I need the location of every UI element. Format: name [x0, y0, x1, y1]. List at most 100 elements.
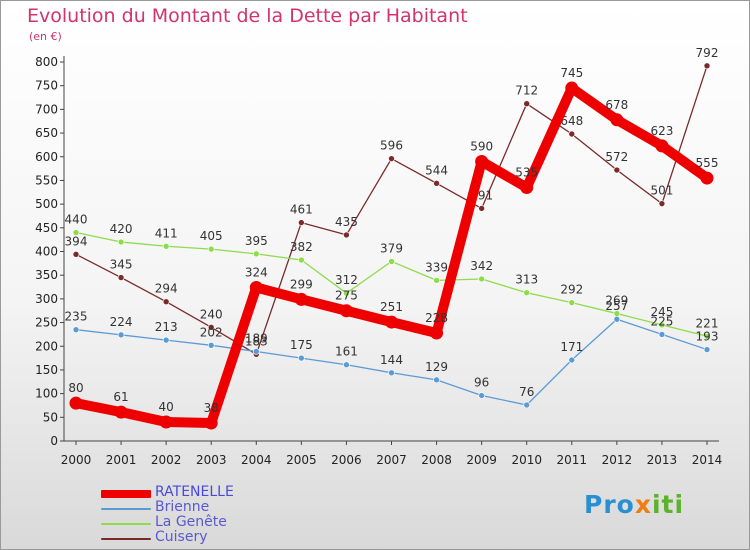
data-point [343, 361, 350, 369]
data-point [523, 289, 531, 297]
data-point [565, 81, 579, 95]
data-label: 745 [560, 66, 583, 80]
data-label: 440 [65, 213, 88, 227]
data-label: 420 [110, 222, 133, 236]
data-label: 712 [515, 84, 538, 98]
data-label: 275 [335, 289, 358, 303]
data-label: 792 [696, 46, 719, 60]
data-label: 405 [200, 229, 223, 243]
data-label: 40 [159, 400, 174, 414]
data-label: 544 [425, 163, 448, 177]
data-point [117, 274, 125, 281]
x-tick-label: 2008 [421, 453, 452, 467]
data-point [520, 181, 534, 195]
data-point [475, 154, 489, 168]
legend-label: La Genête [155, 514, 227, 530]
data-point [658, 331, 666, 338]
data-point [703, 346, 711, 353]
x-tick-label: 2005 [286, 453, 317, 467]
data-point [207, 245, 215, 253]
data-point [610, 113, 624, 127]
data-point [69, 396, 83, 410]
data-point [388, 258, 395, 265]
logo-part-2: x [634, 490, 652, 519]
x-tick-label: 2001 [106, 453, 137, 467]
data-point [478, 205, 485, 212]
data-label: 535 [515, 166, 538, 180]
x-tick-label: 2004 [241, 453, 272, 467]
y-tick-label: 250 [35, 316, 58, 330]
data-point [433, 376, 440, 384]
data-label: 312 [335, 273, 358, 287]
y-tick-label: 800 [35, 55, 58, 69]
data-label: 648 [560, 114, 583, 128]
data-label: 202 [200, 325, 223, 339]
data-label: 394 [65, 234, 88, 248]
data-label: 76 [519, 385, 534, 399]
data-label: 292 [560, 283, 583, 297]
data-label: 461 [290, 203, 313, 217]
data-label: 161 [335, 345, 358, 359]
data-point [298, 354, 305, 362]
x-tick-label: 2000 [61, 453, 92, 467]
data-point [343, 289, 350, 297]
data-label: 257 [605, 299, 628, 313]
data-point [207, 323, 215, 331]
data-label: 411 [155, 226, 178, 240]
data-label: 213 [155, 320, 178, 334]
chart-subtitle: (en €) [29, 30, 62, 43]
legend-label: Brienne [155, 499, 210, 515]
data-point [523, 401, 531, 409]
data-label: 596 [380, 139, 403, 153]
data-label: 38 [204, 401, 219, 415]
data-label: 171 [560, 340, 583, 354]
legend-label: RATENELLE [155, 484, 234, 500]
y-tick-label: 400 [35, 245, 58, 259]
x-tick-label: 2011 [557, 453, 588, 467]
data-point [658, 200, 666, 207]
data-point [117, 238, 125, 246]
data-point [388, 369, 395, 377]
data-label: 175 [290, 338, 313, 352]
y-tick-label: 0 [50, 434, 58, 448]
data-point [298, 256, 305, 264]
data-point [613, 166, 621, 174]
data-point [339, 304, 353, 318]
data-point [388, 155, 395, 162]
y-tick-label: 550 [35, 173, 58, 187]
legend-swatch [101, 538, 151, 540]
data-point [343, 231, 350, 239]
data-label: 313 [515, 273, 538, 287]
y-tick-label: 200 [35, 339, 58, 353]
logo-part-3: iti [651, 490, 685, 519]
data-label: 299 [290, 277, 313, 291]
x-tick-label: 2002 [151, 453, 182, 467]
data-point [613, 315, 621, 323]
data-label: 379 [380, 241, 403, 255]
data-label: 96 [474, 376, 489, 390]
y-tick-label: 600 [35, 150, 58, 164]
y-tick-label: 150 [35, 363, 58, 377]
data-point [703, 333, 711, 340]
data-point [298, 219, 305, 226]
data-label: 590 [470, 139, 493, 153]
data-point [114, 405, 128, 419]
data-point [252, 250, 260, 258]
y-tick-label: 750 [35, 79, 58, 93]
data-label: 501 [650, 184, 673, 198]
y-tick-label: 300 [35, 292, 58, 306]
data-label: 221 [696, 316, 719, 330]
data-label: 245 [650, 305, 673, 319]
y-tick-label: 500 [35, 197, 58, 211]
data-label: 251 [380, 300, 403, 314]
data-label: 193 [696, 330, 719, 344]
data-point [568, 130, 576, 138]
x-tick-label: 2007 [376, 453, 407, 467]
x-tick-label: 2003 [196, 453, 227, 467]
data-label: 183 [245, 334, 268, 348]
x-tick-label: 2014 [692, 453, 723, 467]
data-point [72, 326, 80, 333]
data-label: 144 [380, 353, 403, 367]
y-tick-label: 450 [35, 221, 58, 235]
